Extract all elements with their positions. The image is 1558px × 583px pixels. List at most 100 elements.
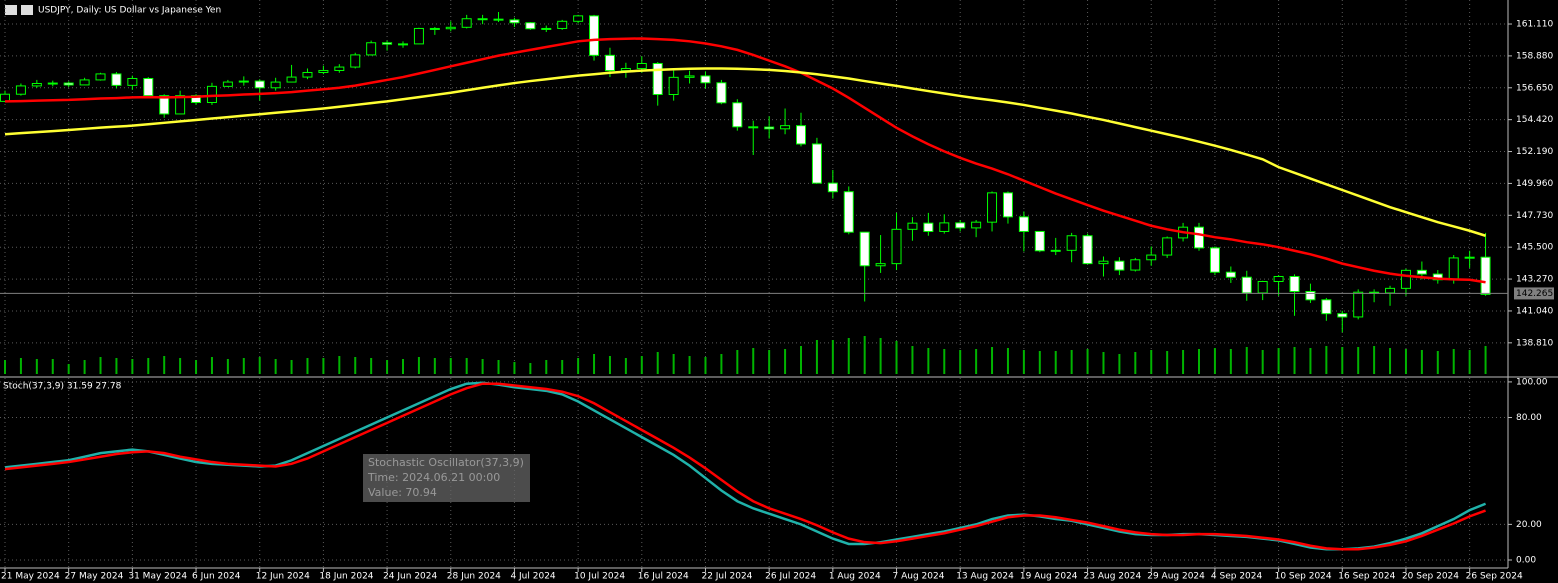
volume-bar <box>752 348 755 374</box>
x-tick-label: 28 Jun 2024 <box>447 572 501 582</box>
volume-bar <box>975 349 978 374</box>
candle-body <box>971 221 982 229</box>
volume-bar <box>1022 350 1025 374</box>
candle-body <box>509 19 520 24</box>
candle-body <box>159 95 170 115</box>
volume-bar <box>1166 351 1169 374</box>
candle-body <box>1034 230 1045 252</box>
y-tick-label: 20.00 <box>1516 520 1542 530</box>
volume-bar <box>481 359 484 374</box>
x-tick-label: 31 May 2024 <box>128 572 187 582</box>
volume-bar <box>131 359 134 374</box>
volume-bar <box>290 360 293 374</box>
volume-bar <box>1293 347 1296 374</box>
candle-body <box>238 80 249 83</box>
y-tick-label: 100.00 <box>1516 377 1548 387</box>
y-tick-label: 138.810 <box>1516 338 1553 348</box>
x-tick-label: 16 Sep 2024 <box>1338 572 1395 582</box>
x-tick-label: 27 May 2024 <box>65 572 124 582</box>
x-tick-label: 1 Aug 2024 <box>829 572 881 582</box>
x-tick-label: 23 Aug 2024 <box>1084 572 1142 582</box>
candle-body <box>1018 216 1029 232</box>
volume-bar <box>831 340 834 374</box>
volume-bar <box>1420 350 1423 374</box>
candle-body <box>668 76 679 96</box>
candle-body <box>1050 249 1061 252</box>
candle-body <box>700 75 711 84</box>
y-tick-label: 147.730 <box>1516 211 1553 221</box>
x-tick-label: 10 Jul 2024 <box>574 572 625 582</box>
candle-body <box>175 95 186 115</box>
candle-body <box>1400 269 1411 289</box>
volume-bar <box>784 349 787 374</box>
y-tick-label: 161.110 <box>1516 20 1553 30</box>
candle-body <box>286 76 297 83</box>
candle-body <box>111 73 122 86</box>
volume-bar <box>19 358 22 374</box>
volume-bar <box>1086 349 1089 374</box>
volume-bar <box>943 349 946 374</box>
volume-bar <box>800 346 802 374</box>
candle-body <box>318 69 329 73</box>
candle-body <box>939 222 950 232</box>
volume-bar <box>1134 352 1137 374</box>
x-tick-label: 26 Sep 2024 <box>1466 572 1523 582</box>
x-tick-label: 12 Jun 2024 <box>256 572 310 582</box>
candle-body <box>1082 235 1093 265</box>
volume-bar <box>51 359 54 374</box>
y-tick-label: 154.420 <box>1516 115 1553 125</box>
candle-body <box>636 62 647 69</box>
icon <box>21 5 33 15</box>
candle-body <box>525 22 536 30</box>
volume-bar <box>1325 346 1328 374</box>
x-tick-label: 22 Jul 2024 <box>701 572 752 582</box>
volume-bar <box>1054 351 1057 374</box>
candle-body <box>684 75 695 78</box>
x-tick-label: 6 Jun 2024 <box>192 572 241 582</box>
x-tick-label: 4 Sep 2024 <box>1211 572 1263 582</box>
candle-body <box>764 126 775 130</box>
candle-body <box>127 77 138 86</box>
candle-body <box>95 73 106 81</box>
volume-bar <box>895 341 898 374</box>
volume-bar <box>1357 347 1360 374</box>
candle-body <box>652 62 663 96</box>
volume-bar <box>99 357 102 374</box>
candle-body <box>1353 291 1364 318</box>
volume-bar <box>1150 350 1153 374</box>
candle-body <box>47 82 58 85</box>
candle-body <box>589 15 600 56</box>
volume-bar <box>1006 348 1009 374</box>
volume-bar <box>163 356 166 374</box>
candle-body <box>1209 247 1220 273</box>
volume-bar <box>210 357 213 374</box>
candle-body <box>859 231 870 267</box>
volume-bar <box>386 360 389 374</box>
candle-body <box>429 27 440 30</box>
x-tick-label: 4 Jul 2024 <box>510 572 555 582</box>
candle-body <box>270 81 281 89</box>
volume-bar <box>370 358 373 374</box>
volume-bar <box>433 358 436 374</box>
volume-bar <box>354 357 357 374</box>
volume-bar <box>927 348 930 374</box>
volume-bar <box>417 357 420 374</box>
candle-body <box>541 27 552 30</box>
candle-body <box>1480 256 1491 295</box>
candle-body <box>1321 299 1332 315</box>
volume-bar <box>688 356 691 374</box>
candle-body <box>1273 275 1284 282</box>
volume-bar <box>1468 350 1471 374</box>
candle-body <box>780 125 791 130</box>
volume-bar <box>1341 347 1344 374</box>
candle-body <box>827 182 838 193</box>
candle-body <box>891 228 902 265</box>
price-label-box <box>1514 287 1554 300</box>
candle-body <box>1130 259 1141 271</box>
y-tick-label: 143.270 <box>1516 275 1553 285</box>
y-tick-label: 158.880 <box>1516 51 1553 61</box>
candle-body <box>461 18 472 28</box>
volume-bar <box>465 358 468 374</box>
candle-body <box>923 222 934 232</box>
candle-body <box>302 71 313 78</box>
